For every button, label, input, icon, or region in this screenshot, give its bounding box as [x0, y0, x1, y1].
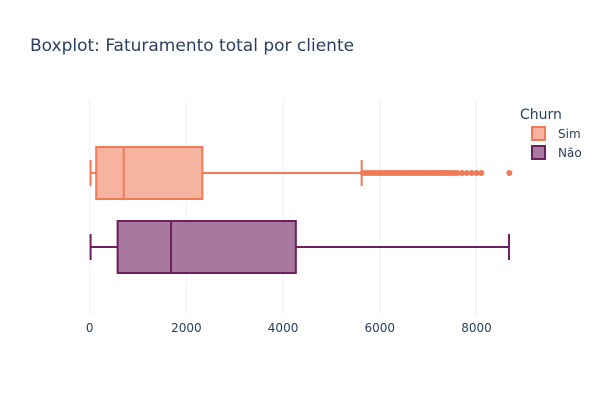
- legend-item-nao[interactable]: Não: [531, 145, 582, 160]
- outlier-point: [463, 170, 470, 176]
- x-tick-label: 8000: [461, 321, 492, 335]
- x-tick-label: 2000: [171, 321, 202, 335]
- iqr-box: [95, 146, 204, 200]
- outlier-point: [473, 170, 480, 176]
- legend-label: Não: [558, 146, 582, 160]
- x-axis-ticks: 0 2000 4000 6000 8000: [86, 321, 492, 335]
- chart-title: Boxplot: Faturamento total por cliente: [30, 36, 354, 56]
- x-tick-label: 6000: [365, 321, 396, 335]
- boxes: [89, 146, 513, 274]
- outlier-point: [454, 170, 461, 176]
- outlier-point: [478, 170, 485, 176]
- outlier-point: [506, 170, 513, 176]
- x-tick-label: 4000: [268, 321, 299, 335]
- legend-item-sim[interactable]: Sim: [531, 126, 581, 141]
- grid-lines: [89, 100, 477, 315]
- outlier-point: [458, 170, 465, 176]
- legend[interactable]: Churn Sim Não: [520, 107, 582, 160]
- box-sim[interactable]: [89, 146, 513, 200]
- legend-swatch: [531, 145, 546, 160]
- box-nao[interactable]: [89, 220, 510, 274]
- x-tick-label: 0: [86, 321, 94, 335]
- legend-label: Sim: [558, 127, 581, 141]
- legend-title: Churn: [520, 107, 562, 123]
- outlier-point: [468, 170, 475, 176]
- legend-swatch: [531, 126, 546, 141]
- iqr-box: [116, 220, 297, 274]
